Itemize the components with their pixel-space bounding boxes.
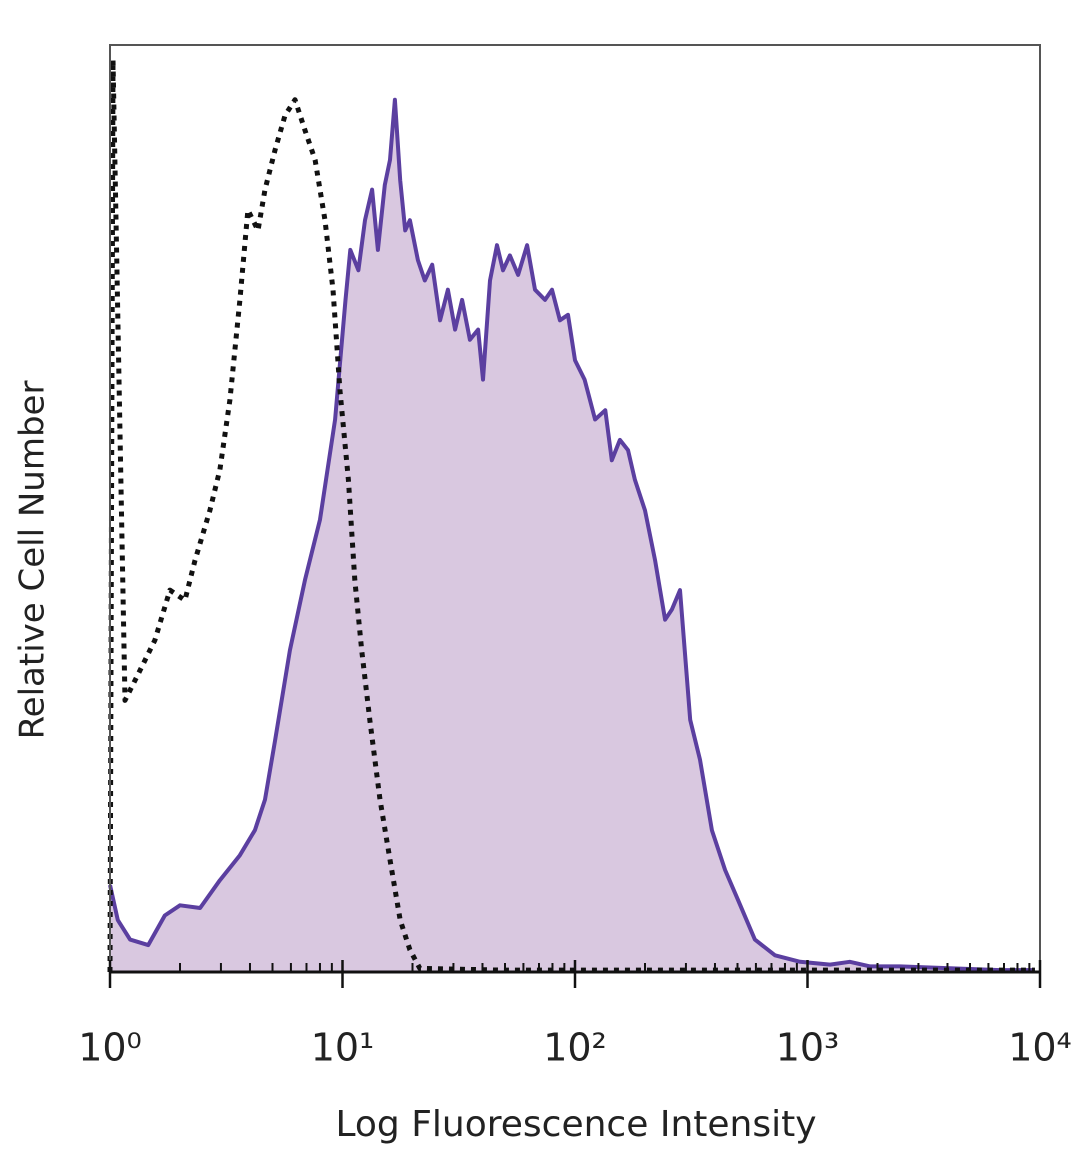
x-tick-label: 10¹ [311, 1026, 375, 1070]
y-axis-label: Relative Cell Number [13, 381, 53, 740]
x-tick-label: 10³ [776, 1026, 840, 1070]
x-tick-label: 10⁴ [1008, 1026, 1072, 1070]
histogram-area [110, 99, 1035, 972]
histogram-line [108, 97, 1035, 973]
histogram-line [107, 57, 1035, 973]
x-axis-label: Log Fluorescence Intensity [335, 1104, 816, 1145]
x-tick-label: 10² [543, 1026, 607, 1070]
x-tick-label: 10⁰ [78, 1026, 142, 1070]
